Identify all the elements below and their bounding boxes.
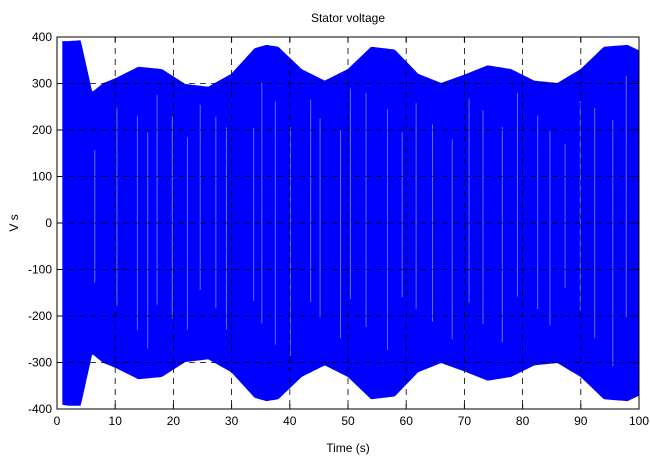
x-tick-label: 50 <box>341 414 355 428</box>
ticks: 0 10 20 30 40 50 60 70 80 90 100 -400 -300 -200 -100 0 1… <box>28 30 649 428</box>
x-tick-label: 90 <box>574 414 588 428</box>
x-tick-label: 60 <box>400 414 414 428</box>
x-tick-label: 20 <box>167 414 181 428</box>
y-axis-label: V s <box>7 214 21 231</box>
y-tick-label: 100 <box>32 170 52 184</box>
x-tick-label: 10 <box>109 414 123 428</box>
y-tick-label: 0 <box>45 216 52 230</box>
y-tick-label: -200 <box>28 309 52 323</box>
y-tick-label: 300 <box>32 77 52 91</box>
x-tick-label: 30 <box>225 414 239 428</box>
x-tick-label: 80 <box>516 414 530 428</box>
y-tick-label: -100 <box>28 263 52 277</box>
grid <box>57 37 639 409</box>
x-axis-label: Time (s) <box>326 441 370 455</box>
y-tick-label: -300 <box>28 356 52 370</box>
y-tick-label: -400 <box>28 402 52 416</box>
x-tick-label: 70 <box>458 414 472 428</box>
chart-title: Stator voltage <box>311 11 385 25</box>
y-tick-label: 200 <box>32 123 52 137</box>
x-tick-label: 0 <box>54 414 61 428</box>
x-tick-label: 100 <box>629 414 649 428</box>
x-tick-label: 40 <box>283 414 297 428</box>
y-tick-label: 400 <box>32 30 52 44</box>
